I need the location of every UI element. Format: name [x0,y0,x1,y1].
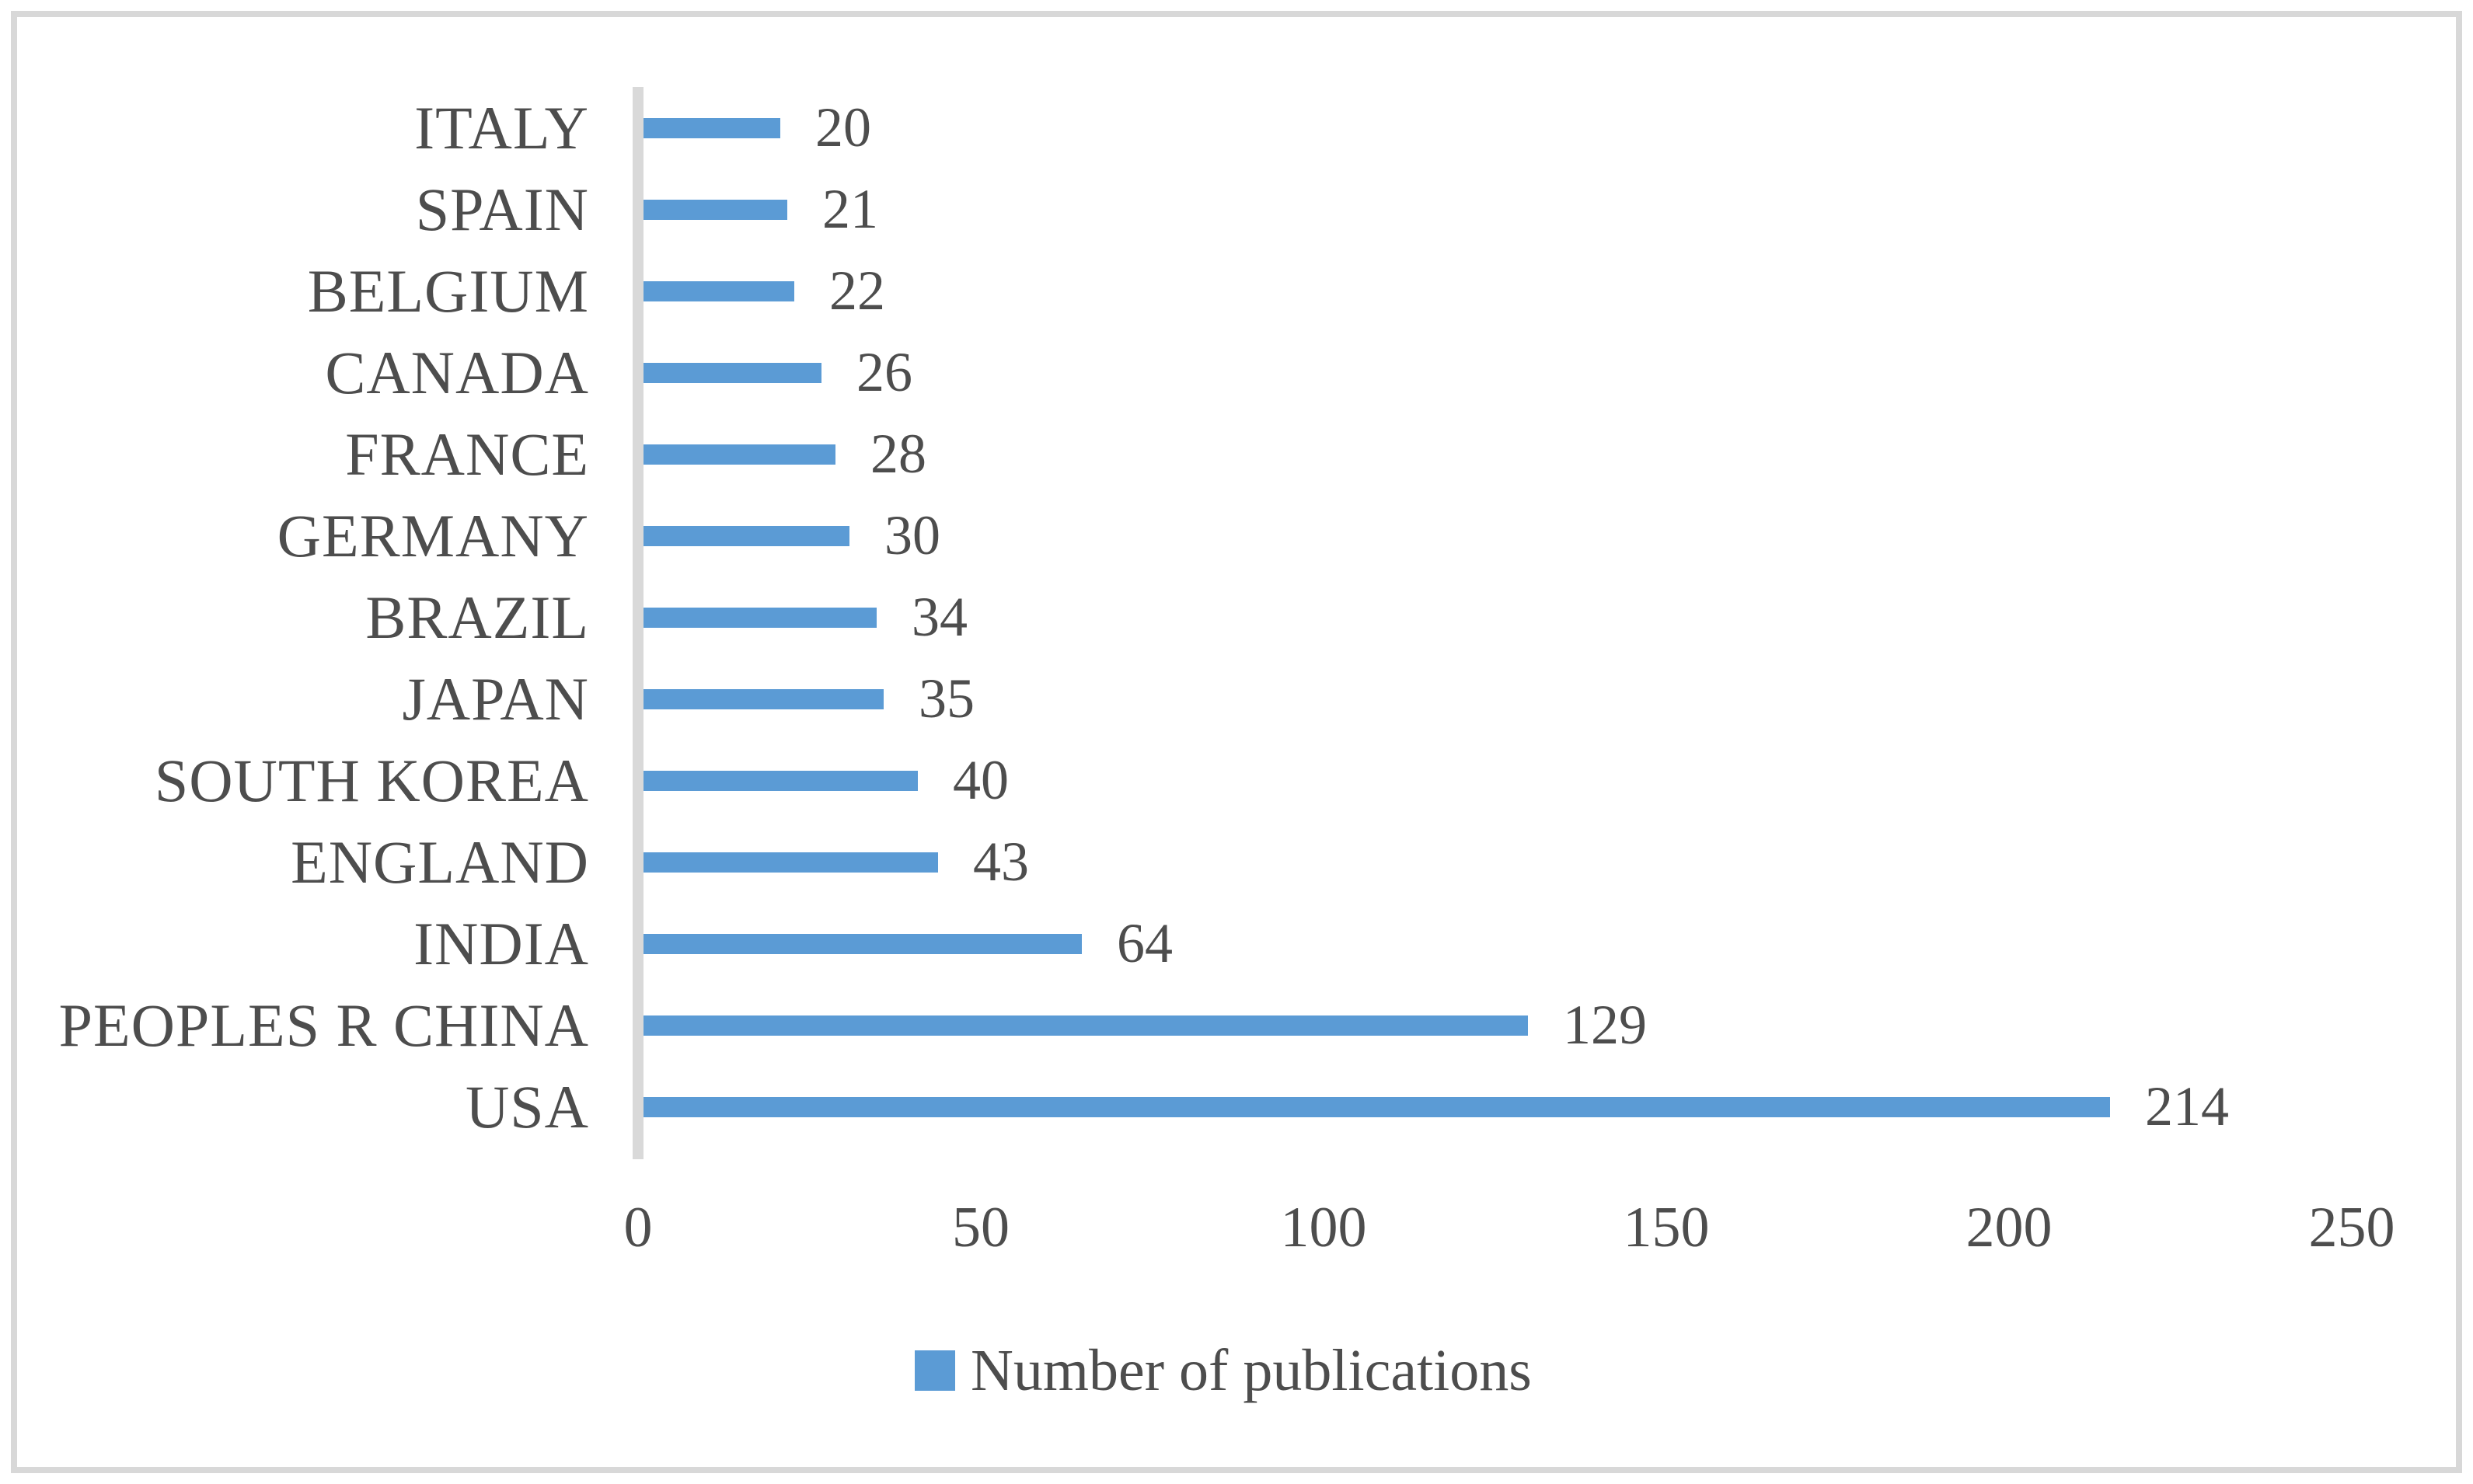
legend: Number of publications [915,1338,1532,1403]
bar-row: PEOPLES R CHINA 129 [0,984,2473,1066]
x-tick-label: 0 [623,1196,653,1259]
value-label: 129 [1563,994,1647,1056]
bar [644,444,835,465]
value-label: 40 [953,749,1009,811]
x-tick-label: 150 [1623,1196,1710,1259]
bar [644,200,787,220]
bar [644,934,1082,954]
bar [644,689,884,709]
x-tick-label: 50 [952,1196,1010,1259]
bar [644,118,780,138]
category-label: FRANCE [345,420,589,488]
bar [644,608,877,628]
category-label: BELGIUM [307,257,589,325]
category-label: CANADA [325,339,589,406]
bar-row: CANADA 26 [0,332,2473,413]
bar-row: SOUTH KOREA 40 [0,740,2473,821]
bar-row: ITALY 20 [0,87,2473,169]
value-label: 30 [884,504,940,566]
bar [644,852,938,873]
legend-label: Number of publications [971,1338,1532,1403]
category-label: USA [465,1073,589,1141]
bar [644,363,821,383]
x-tick-label: 100 [1280,1196,1367,1259]
category-label: SOUTH KOREA [154,747,589,814]
category-label: GERMANY [277,502,589,570]
bar-row: BELGIUM 22 [0,250,2473,332]
bar [644,771,918,791]
value-label: 20 [815,96,871,159]
value-label: 22 [829,260,885,322]
y-axis-line [633,87,644,1159]
value-label: 28 [870,423,926,485]
value-label: 64 [1117,912,1173,974]
bar-row: JAPAN 35 [0,658,2473,740]
chart-border [11,11,2462,1473]
bar-row: ENGLAND 43 [0,821,2473,903]
bar-row: GERMANY 30 [0,495,2473,577]
legend-swatch-icon [915,1350,955,1391]
bar-row: USA 214 [0,1066,2473,1148]
x-tick-label: 200 [1965,1196,2053,1259]
bar [644,281,794,301]
bar [644,1097,2110,1117]
category-label: INDIA [413,910,589,977]
x-tick-label: 250 [2308,1196,2395,1259]
bar-row: SPAIN 21 [0,169,2473,250]
category-label: SPAIN [415,176,589,243]
value-label: 35 [919,667,975,730]
category-label: BRAZIL [365,583,589,651]
category-label: PEOPLES R CHINA [58,991,589,1059]
bar-row: INDIA 64 [0,903,2473,984]
category-label: JAPAN [402,665,589,733]
category-label: ITALY [414,94,589,162]
value-label: 21 [822,178,878,240]
value-label: 34 [912,586,968,648]
value-label: 43 [973,831,1029,893]
bar [644,1015,1528,1036]
bar-row: FRANCE 28 [0,413,2473,495]
bar-row: BRAZIL 34 [0,577,2473,658]
value-label: 214 [2145,1075,2229,1137]
value-label: 26 [856,341,912,403]
category-label: ENGLAND [291,828,589,896]
bar [644,526,849,546]
